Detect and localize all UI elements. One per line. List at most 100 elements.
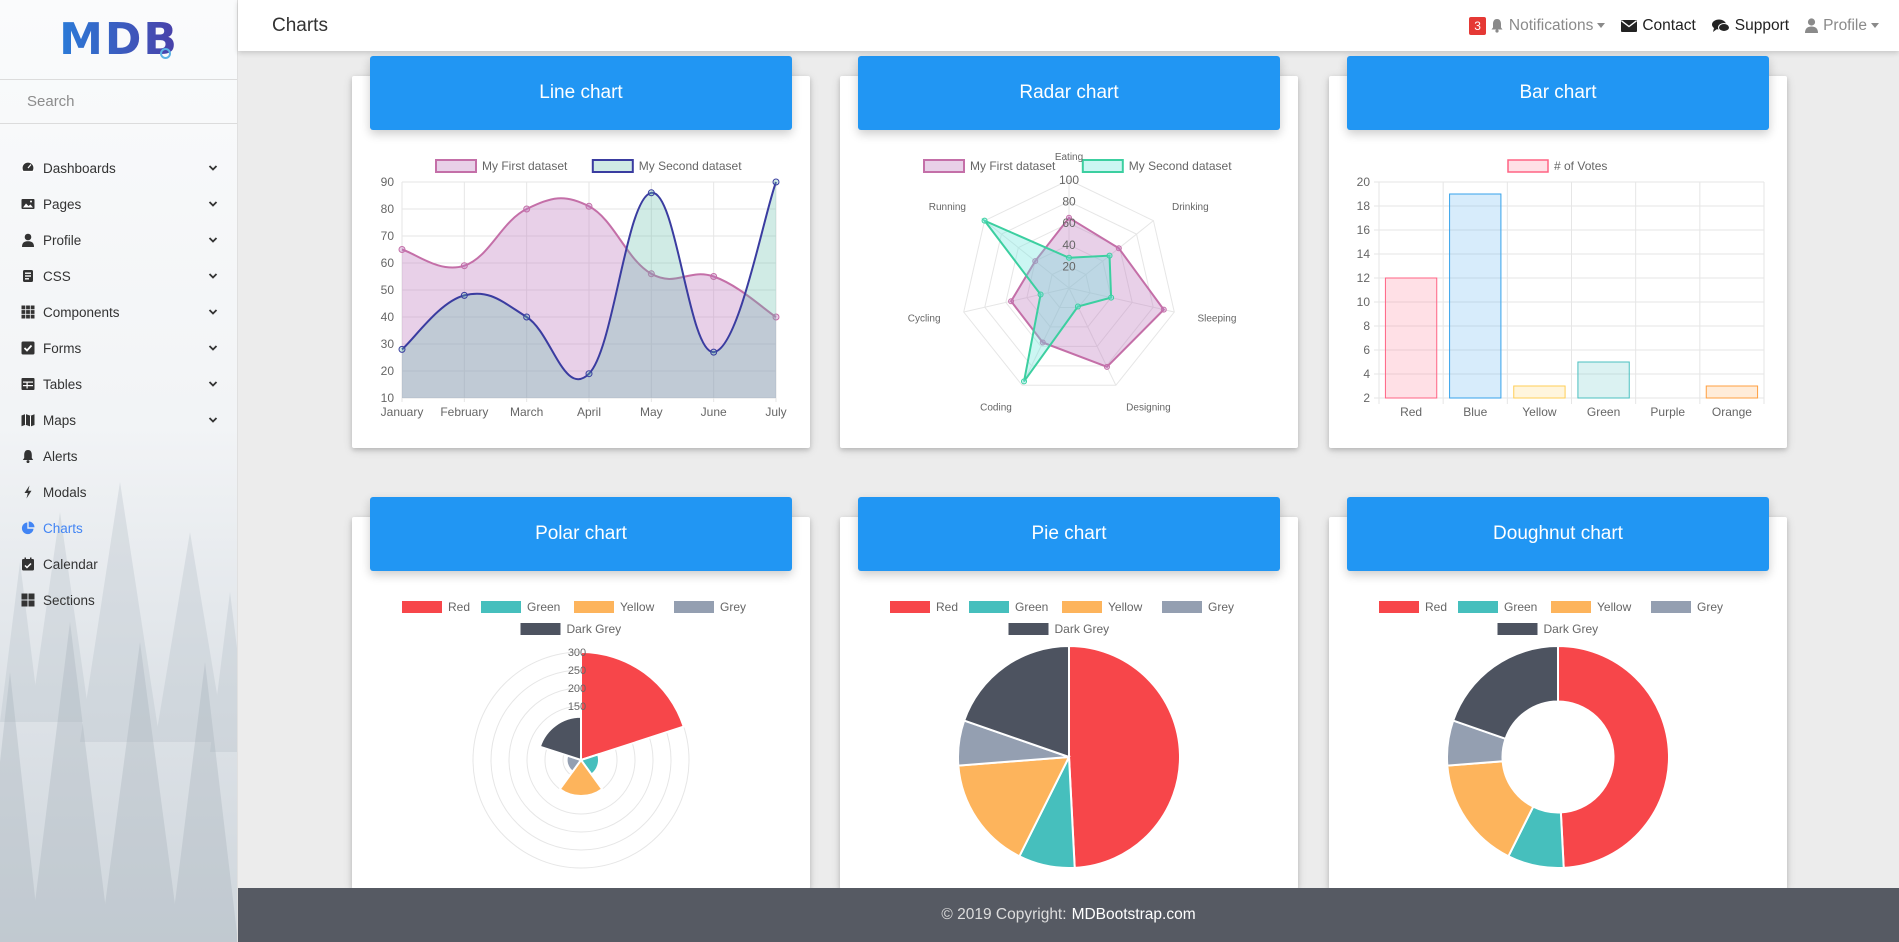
card-title: Doughnut chart bbox=[1347, 497, 1769, 571]
legend-swatch bbox=[1551, 601, 1591, 613]
r-tick-label: 80 bbox=[1062, 195, 1076, 209]
y-tick-label: 40 bbox=[381, 310, 395, 324]
radar-axis-label: Sleeping bbox=[1197, 313, 1236, 324]
x-tick-label: April bbox=[577, 405, 601, 419]
map-icon bbox=[21, 413, 35, 427]
y-tick-label: 50 bbox=[381, 283, 395, 297]
legend-label: My Second dataset bbox=[1129, 159, 1232, 173]
sidebar-item-profile[interactable]: Profile bbox=[0, 222, 237, 258]
sidebar-item-label: Dashboards bbox=[43, 160, 116, 176]
forest-background bbox=[0, 482, 237, 942]
data-point bbox=[772, 178, 780, 186]
x-tick-label: Orange bbox=[1712, 405, 1752, 419]
data-point bbox=[398, 246, 406, 253]
sidebar-item-modals[interactable]: Modals bbox=[0, 474, 237, 510]
sidebar-item-charts[interactable]: Charts bbox=[0, 510, 237, 546]
legend-swatch bbox=[1062, 601, 1102, 613]
data-point bbox=[1108, 294, 1115, 301]
legend-label: My First dataset bbox=[970, 159, 1056, 173]
data-point bbox=[523, 313, 531, 321]
legend-swatch bbox=[591, 159, 634, 173]
user-icon bbox=[21, 233, 35, 247]
envelope-icon bbox=[1621, 19, 1638, 32]
sidebar-item-components[interactable]: Components bbox=[0, 294, 237, 330]
logo[interactable]: MDB bbox=[0, 0, 237, 80]
notifications-label: Notifications bbox=[1508, 16, 1594, 34]
y-tick-label: 80 bbox=[381, 202, 395, 216]
footer-copyright: © 2019 Copyright: bbox=[941, 906, 1067, 923]
radar-axis-label: Eating bbox=[1055, 152, 1083, 163]
notifications-dropdown[interactable]: 3 Notifications bbox=[1469, 16, 1606, 35]
sidebar-item-tables[interactable]: Tables bbox=[0, 366, 237, 402]
legend-swatch bbox=[674, 601, 714, 613]
sidebar-item-alerts[interactable]: Alerts bbox=[0, 438, 237, 474]
logo-text: MDB bbox=[59, 14, 179, 65]
data-point bbox=[1039, 339, 1046, 346]
y-tick-label: 18 bbox=[1357, 199, 1371, 213]
data-point bbox=[460, 291, 468, 299]
data-point bbox=[1066, 214, 1072, 221]
legend-swatch bbox=[1651, 601, 1691, 613]
data-point bbox=[398, 345, 406, 353]
sidebar-item-sections[interactable]: Sections bbox=[0, 582, 237, 618]
chevron-down-icon bbox=[208, 417, 218, 423]
x-tick-label: March bbox=[510, 405, 543, 419]
data-point bbox=[1115, 245, 1122, 252]
sidebar-item-label: Components bbox=[43, 304, 120, 320]
legend-label: Dark Grey bbox=[1544, 622, 1599, 636]
data-point bbox=[460, 262, 468, 270]
chevron-down-icon bbox=[208, 201, 218, 207]
bell-icon bbox=[21, 449, 35, 463]
series-area bbox=[402, 182, 776, 398]
user-icon bbox=[1805, 18, 1819, 33]
pie-slice bbox=[1068, 644, 1181, 869]
bar bbox=[1384, 277, 1438, 399]
r-tick-label: 250 bbox=[568, 665, 586, 677]
y-tick-label: 4 bbox=[1363, 367, 1370, 381]
series-line bbox=[401, 181, 777, 381]
chevron-down-icon bbox=[1597, 23, 1606, 28]
sidebar-item-pages[interactable]: Pages bbox=[0, 186, 237, 222]
radar-spoke bbox=[963, 287, 1070, 313]
doughnut-chart: Red Green Yellow Grey Dark Grey bbox=[1379, 600, 1723, 869]
legend-swatch bbox=[574, 601, 614, 613]
card-title: Line chart bbox=[370, 56, 792, 130]
legend-swatch bbox=[1379, 601, 1419, 613]
footer-brand-link[interactable]: MDBootstrap.com bbox=[1071, 906, 1196, 923]
legend-swatch bbox=[481, 601, 521, 613]
chevron-down-icon bbox=[208, 345, 218, 351]
legend-swatch bbox=[923, 159, 965, 173]
contact-link[interactable]: Contact bbox=[1621, 17, 1696, 35]
profile-dropdown[interactable]: Profile bbox=[1805, 17, 1879, 35]
search-box bbox=[0, 80, 237, 124]
support-label: Support bbox=[1734, 16, 1790, 34]
page-title: Charts bbox=[272, 15, 328, 36]
data-point bbox=[772, 313, 780, 321]
doughnut-segment bbox=[1451, 644, 1559, 741]
legend-label: Dark Grey bbox=[1055, 622, 1110, 636]
chevron-down-icon bbox=[208, 273, 218, 279]
sidebar-item-label: Tables bbox=[43, 376, 83, 392]
sidebar-item-calendar[interactable]: Calendar bbox=[0, 546, 237, 582]
y-tick-label: 20 bbox=[381, 364, 395, 378]
r-tick-label: 100 bbox=[1059, 173, 1079, 187]
support-link[interactable]: Support bbox=[1711, 16, 1790, 35]
y-tick-label: 70 bbox=[381, 229, 395, 243]
sidebar-item-forms[interactable]: Forms bbox=[0, 330, 237, 366]
data-point bbox=[1032, 258, 1039, 265]
sidebar-item-css[interactable]: CSS bbox=[0, 258, 237, 294]
sidebar-item-maps[interactable]: Maps bbox=[0, 402, 237, 438]
sidebar-item-label: Forms bbox=[43, 340, 82, 356]
data-point bbox=[710, 348, 718, 356]
data-point bbox=[710, 273, 718, 280]
search-input[interactable] bbox=[27, 93, 211, 110]
legend-swatch bbox=[402, 601, 442, 613]
sidebar-item-dashboards[interactable]: Dashboards bbox=[0, 150, 237, 186]
radar-axis-label: Running bbox=[929, 202, 966, 213]
line-chart: My First dataset My Second dataset 10 20 30 4… bbox=[381, 159, 787, 419]
sidebar-item-label: Maps bbox=[43, 412, 77, 428]
y-tick-label: 2 bbox=[1363, 391, 1370, 405]
legend-swatch bbox=[890, 601, 930, 613]
r-tick-label: 300 bbox=[568, 647, 586, 659]
grid-icon bbox=[21, 305, 35, 319]
